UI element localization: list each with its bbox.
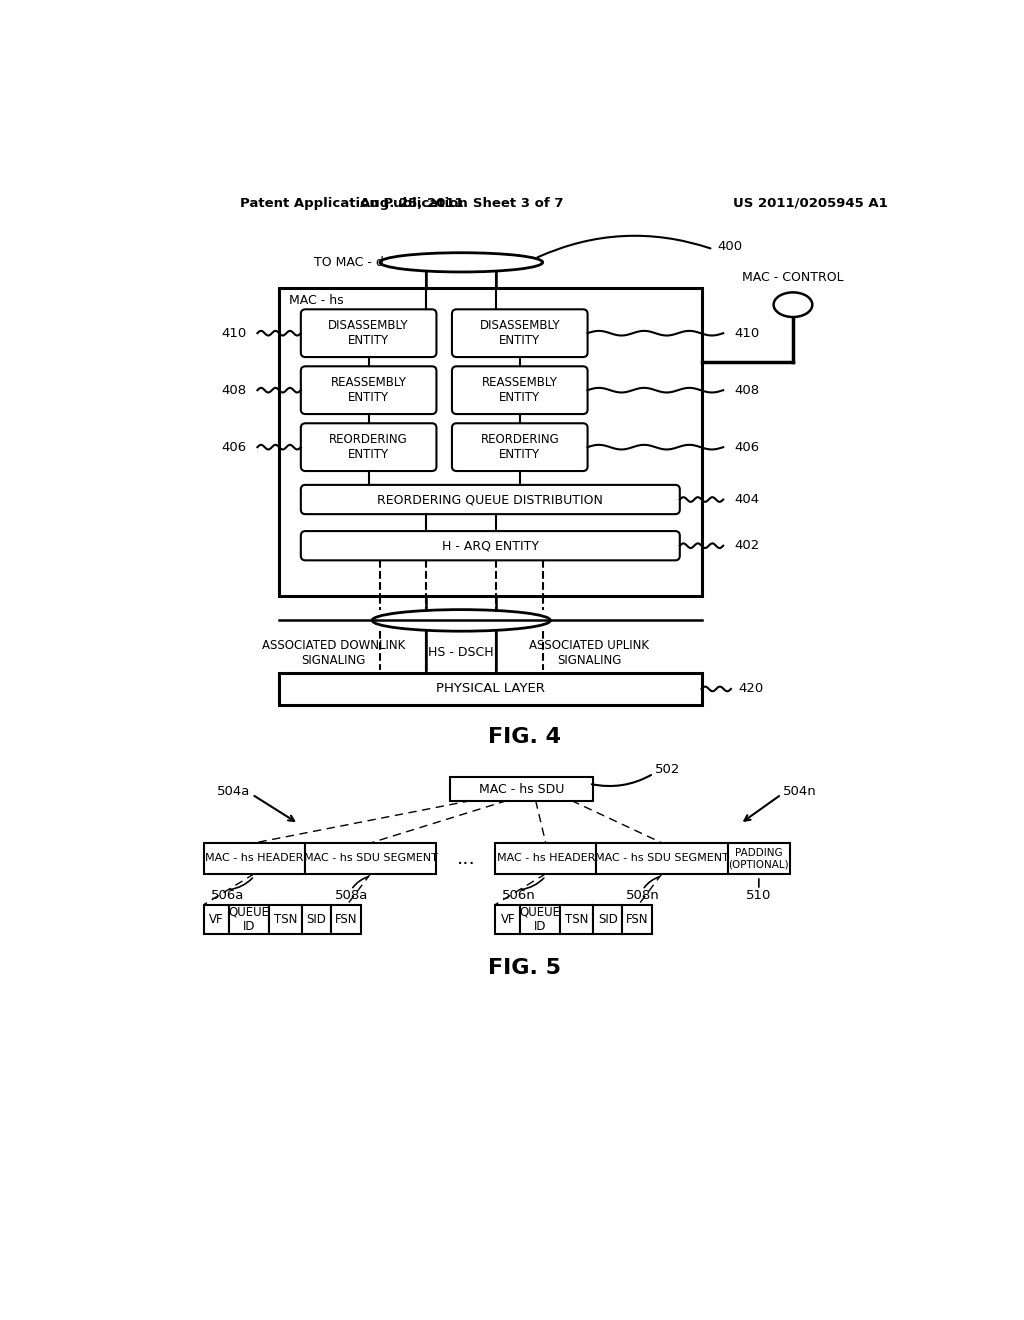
Text: 408: 408 [221,384,247,397]
Text: 506a: 506a [211,888,244,902]
Text: FIG. 4: FIG. 4 [488,727,561,747]
Text: ASSOCIATED UPLINK
SIGNALING: ASSOCIATED UPLINK SIGNALING [529,639,649,667]
Ellipse shape [773,293,812,317]
Text: REORDERING
ENTITY: REORDERING ENTITY [330,433,408,461]
Bar [560,904,593,933]
Text: ASSOCIATED DOWNLINK
SIGNALING: ASSOCIATED DOWNLINK SIGNALING [262,639,406,667]
Text: MAC - hs HEADER: MAC - hs HEADER [205,853,303,863]
Bar [280,673,701,705]
Text: TSN: TSN [565,912,589,925]
Bar [269,904,302,933]
Bar [305,843,436,874]
Text: 406: 406 [221,441,247,454]
Text: 508n: 508n [626,888,659,902]
Text: QUEUE
ID: QUEUE ID [228,906,269,933]
Text: REASSEMBLY
ENTITY: REASSEMBLY ENTITY [331,376,407,404]
Text: 410: 410 [734,326,760,339]
FancyBboxPatch shape [452,424,588,471]
Bar [496,904,520,933]
Bar [302,904,331,933]
Text: ...: ... [457,849,475,867]
FancyBboxPatch shape [301,367,436,414]
Text: US 2011/0205945 A1: US 2011/0205945 A1 [732,197,888,210]
Bar [450,777,593,800]
Ellipse shape [380,252,543,272]
Text: FSN: FSN [335,912,357,925]
Text: QUEUE
ID: QUEUE ID [520,906,561,933]
FancyBboxPatch shape [301,309,436,358]
FancyBboxPatch shape [301,424,436,471]
Bar [280,288,701,595]
FancyBboxPatch shape [452,367,588,414]
FancyBboxPatch shape [301,484,680,515]
Bar [728,843,790,874]
Bar [496,843,596,874]
Text: REORDERING QUEUE DISTRIBUTION: REORDERING QUEUE DISTRIBUTION [378,492,603,506]
Bar [596,843,728,874]
Text: MAC - hs SDU SEGMENT: MAC - hs SDU SEGMENT [595,853,729,863]
Text: PADDING
(OPTIONAL): PADDING (OPTIONAL) [728,847,790,869]
Bar [228,904,269,933]
Text: REORDERING
ENTITY: REORDERING ENTITY [480,433,559,461]
Text: 504a: 504a [217,785,251,797]
Text: DISASSEMBLY
ENTITY: DISASSEMBLY ENTITY [479,319,560,347]
Text: TO MAC - d: TO MAC - d [314,256,384,269]
Text: 404: 404 [734,492,759,506]
Text: 400: 400 [717,240,742,253]
Text: MAC - hs SDU: MAC - hs SDU [478,783,564,796]
Bar [204,904,228,933]
Bar [331,904,360,933]
Text: Aug. 25, 2011  Sheet 3 of 7: Aug. 25, 2011 Sheet 3 of 7 [359,197,563,210]
Text: Patent Application Publication: Patent Application Publication [241,197,468,210]
Text: FSN: FSN [626,912,648,925]
Text: 402: 402 [734,539,760,552]
Text: FIG. 5: FIG. 5 [488,958,561,978]
Text: SID: SID [598,912,617,925]
Text: SID: SID [306,912,327,925]
Text: VF: VF [501,912,515,925]
Text: HS - DSCH: HS - DSCH [428,647,494,659]
Text: VF: VF [209,912,223,925]
FancyBboxPatch shape [301,531,680,561]
Bar [520,904,560,933]
Bar [204,843,305,874]
Text: MAC - hs SDU SEGMENT: MAC - hs SDU SEGMENT [304,853,437,863]
Bar [593,904,623,933]
Text: 504n: 504n [783,785,816,797]
Text: DISASSEMBLY
ENTITY: DISASSEMBLY ENTITY [329,319,409,347]
Text: TSN: TSN [273,912,297,925]
Text: 506n: 506n [502,888,536,902]
Text: 420: 420 [738,682,764,696]
Text: 508a: 508a [335,888,368,902]
Text: 510: 510 [746,888,771,902]
Ellipse shape [372,610,550,631]
Text: MAC - hs HEADER: MAC - hs HEADER [497,853,595,863]
Bar [623,904,652,933]
Text: REASSEMBLY
ENTITY: REASSEMBLY ENTITY [481,376,558,404]
Text: 502: 502 [655,763,680,776]
Text: PHYSICAL LAYER: PHYSICAL LAYER [436,682,545,696]
Text: H - ARQ ENTITY: H - ARQ ENTITY [441,539,539,552]
Text: 406: 406 [734,441,759,454]
Text: MAC - hs: MAC - hs [289,293,344,306]
Text: 410: 410 [221,326,247,339]
Text: MAC - CONTROL: MAC - CONTROL [742,271,844,284]
FancyBboxPatch shape [452,309,588,358]
Text: 408: 408 [734,384,759,397]
